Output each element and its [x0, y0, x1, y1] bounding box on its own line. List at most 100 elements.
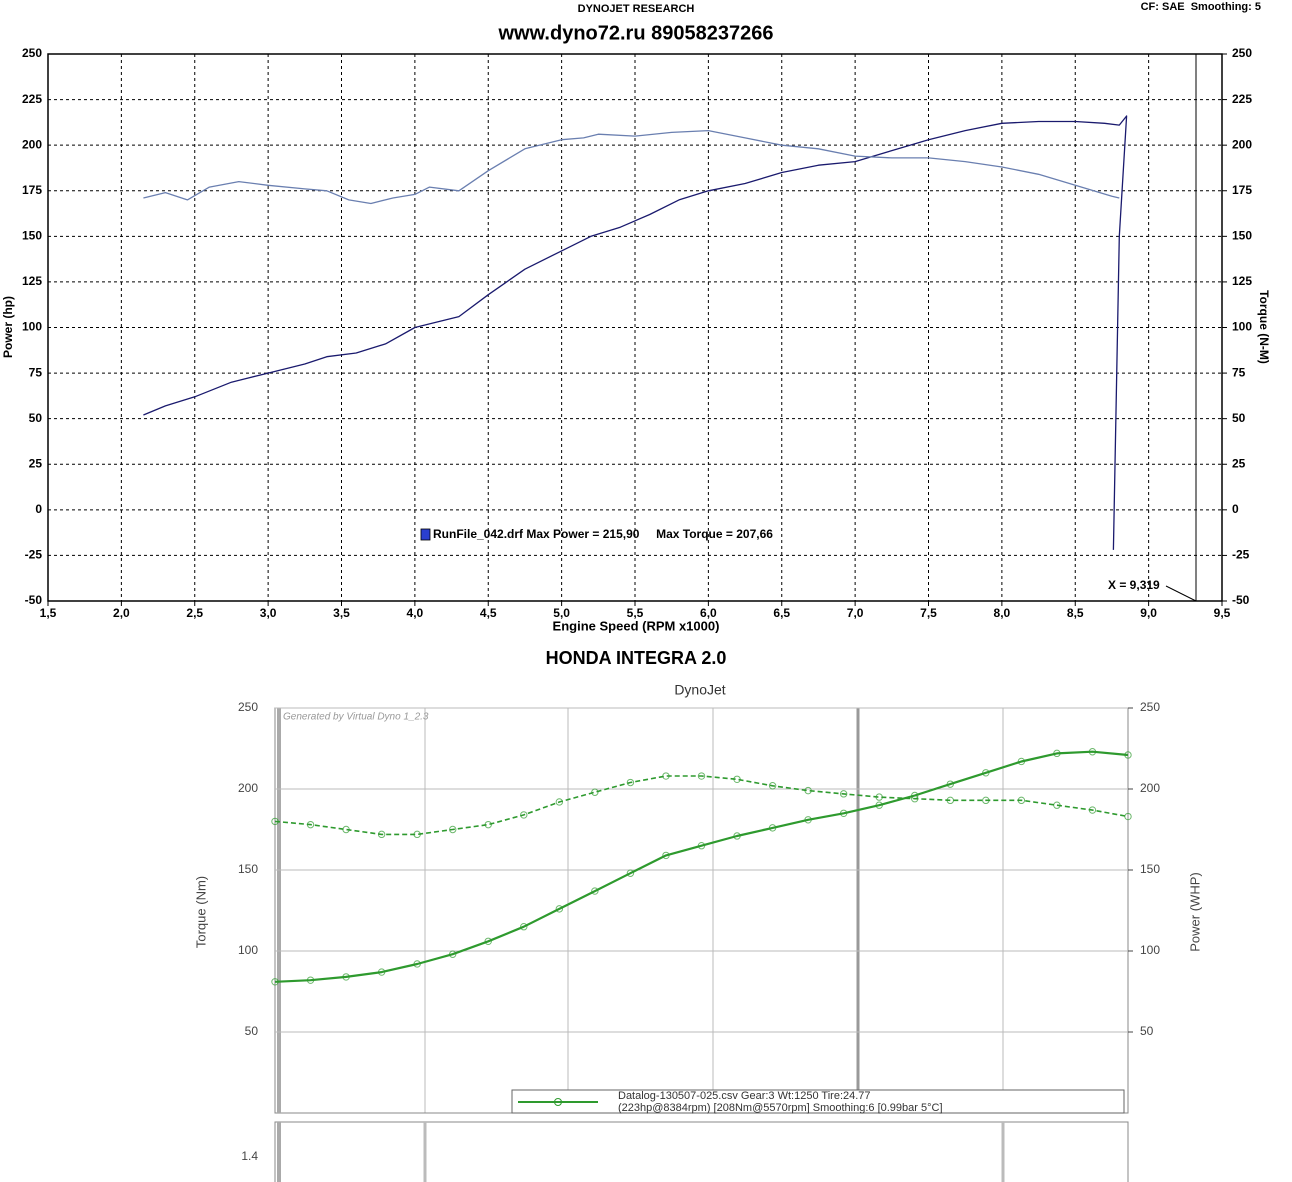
y2-axis-label: Torque (N-M): [1257, 290, 1271, 364]
y-tick-label: 25: [29, 456, 43, 470]
point-marker: [662, 851, 670, 860]
chart-title: DynoJet: [674, 682, 725, 698]
y-tick-label: 100: [22, 320, 42, 334]
y2-tick-label: 100: [1140, 943, 1160, 957]
y2-tick-label: 200: [1232, 137, 1252, 151]
x-tick-label: 8,0: [994, 606, 1011, 620]
x-tick-label: 5,5: [627, 606, 644, 620]
y-tick-label: 250: [22, 46, 42, 60]
y-tick-label: 125: [22, 274, 42, 288]
point-marker: [591, 887, 599, 895]
point-marker: [1053, 749, 1061, 758]
x-tick-label: 9,5: [1214, 606, 1231, 620]
point-marker: [1088, 806, 1097, 814]
point-marker: [839, 790, 848, 798]
x-tick-label: 5,0: [553, 606, 570, 620]
point-marker: [271, 817, 279, 826]
point-marker: [413, 960, 421, 968]
x-tick-label: 6,0: [700, 606, 717, 620]
point-marker: [271, 978, 279, 986]
point-marker: [413, 830, 421, 839]
point-marker: [982, 796, 990, 805]
point-marker: [1017, 796, 1026, 805]
y-tick-label: 75: [29, 365, 43, 379]
y2-tick-label: 75: [1232, 365, 1246, 379]
legend-line: Datalog-130507-025.csv Gear:3 Wt:1250 Ti…: [618, 1090, 871, 1102]
point-marker: [626, 869, 635, 877]
y-axis-label: Power (hp): [1, 296, 15, 358]
y2-tick-label: 200: [1140, 781, 1160, 795]
point-marker: [377, 968, 386, 976]
y2-tick-label: 150: [1232, 229, 1252, 243]
plot-frame: [47, 53, 1223, 602]
point-marker: [733, 832, 741, 840]
point-marker: [520, 923, 528, 931]
annotation: X = 9,319: [1108, 578, 1160, 592]
point-marker: [591, 788, 599, 796]
point-marker: [626, 778, 635, 787]
y-tick-label: 0: [35, 502, 42, 516]
x-tick-label: 4,0: [407, 606, 424, 620]
x-tick-label: 7,5: [920, 606, 937, 620]
point-marker: [768, 824, 777, 832]
point-marker: [449, 825, 457, 834]
y-tick-label: 50: [29, 411, 43, 425]
point-marker: [520, 811, 528, 819]
y2-tick-label: 50: [1140, 1024, 1154, 1038]
x-tick-label: 2,5: [186, 606, 203, 620]
x-tick-label: 7,0: [847, 606, 864, 620]
legend-line: (223hp@8384rpm) [208Nm@5570rpm] Smoothin…: [618, 1102, 943, 1114]
y-tick-label: 50: [245, 1024, 259, 1038]
y-tick-label: 150: [238, 862, 258, 876]
legend: RunFile_042.drf Max Power = 215,90 Max T…: [433, 527, 773, 541]
point-marker: [306, 976, 315, 984]
point-marker: [555, 798, 564, 806]
y2-tick-label: 50: [1232, 411, 1246, 425]
legend-marker: [554, 1098, 562, 1106]
y2-tick-label: -50: [1232, 593, 1250, 607]
point-marker: [697, 772, 706, 780]
point-marker: [1053, 801, 1061, 809]
y-tick-label: -50: [25, 593, 43, 607]
y-tick-label: 200: [22, 137, 42, 151]
point-marker: [306, 820, 315, 829]
legend-box: [511, 1089, 1125, 1114]
point-marker: [449, 950, 457, 958]
series-line: [274, 775, 1129, 836]
point-marker: [875, 801, 883, 809]
x-tick-label: 6,5: [773, 606, 790, 620]
point-marker: [946, 780, 954, 788]
point-marker: [484, 937, 492, 945]
x-tick-label: 9,0: [1140, 606, 1157, 620]
y2-tick-label: 175: [1232, 183, 1252, 197]
y-tick-label: 250: [238, 700, 258, 714]
series-line: [143, 129, 1120, 205]
point-marker: [484, 820, 492, 829]
y2-tick-label: 250: [1232, 46, 1252, 60]
y-tick-label: 200: [238, 781, 258, 795]
vertical-grid: [424, 708, 1004, 1113]
y-tick-label: 175: [22, 183, 42, 197]
x-tick-label: 1,5: [40, 606, 57, 620]
point-marker: [733, 775, 741, 783]
x-tick-label: 4,5: [480, 606, 497, 620]
y-tick-label: 225: [22, 92, 42, 106]
point-marker: [697, 842, 706, 850]
point-marker: [946, 796, 954, 805]
x-tick-label: 3,5: [333, 606, 350, 620]
y-tick-label: -25: [25, 548, 43, 562]
point-marker: [768, 782, 777, 790]
y-tick-label: 100: [238, 943, 258, 957]
lower-panel: [274, 1121, 1129, 1182]
y2-tick-label: 25: [1232, 456, 1246, 470]
y2-tick-label: 100: [1232, 320, 1252, 334]
x-tick-label: 3,0: [260, 606, 277, 620]
lower-panel-label: 1.4: [241, 1149, 258, 1163]
point-marker: [911, 791, 919, 800]
x-tick-label: 2,0: [113, 606, 130, 620]
point-marker: [1088, 748, 1097, 756]
vehicle: HONDA INTEGRA 2.0: [546, 648, 727, 668]
y2-tick-label: 150: [1140, 862, 1160, 876]
y-axis-label: Torque (Nm): [193, 876, 208, 948]
y2-tick-label: -25: [1232, 548, 1250, 562]
